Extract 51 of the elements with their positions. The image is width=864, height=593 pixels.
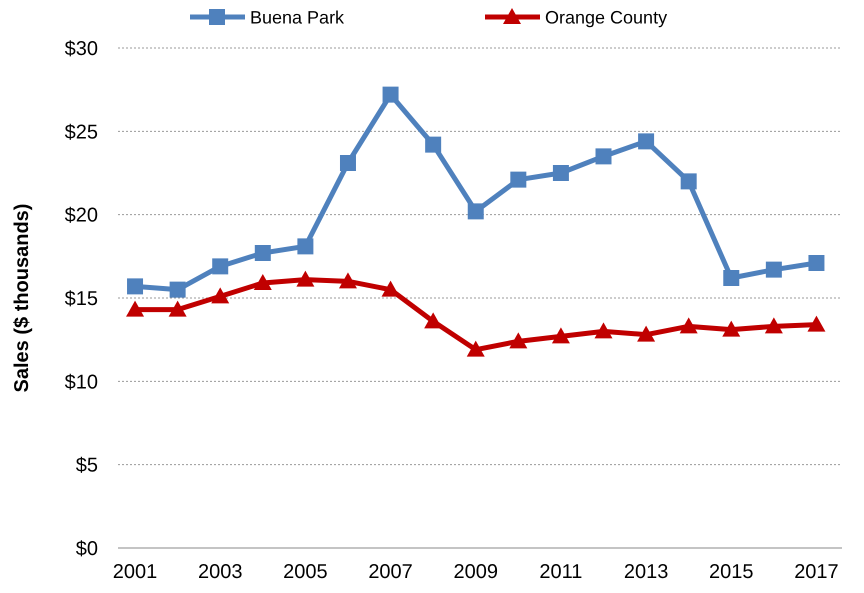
- point: [596, 148, 612, 164]
- x-tick-label: 2007: [368, 561, 413, 583]
- x-tick-label: 2017: [794, 561, 839, 583]
- point: [509, 332, 528, 348]
- point: [212, 258, 228, 274]
- point: [680, 317, 698, 334]
- point: [168, 300, 187, 317]
- y-tick-label: $10: [64, 371, 98, 394]
- y-tick-label: $30: [64, 38, 98, 60]
- y-tick-label: $0: [76, 538, 98, 560]
- point: [638, 133, 654, 150]
- point: [723, 270, 740, 286]
- x-tick-label: 2009: [453, 561, 498, 583]
- point: [126, 300, 144, 317]
- y-tick-label: $5: [76, 454, 98, 477]
- point: [468, 203, 484, 220]
- x-tick-label: 2005: [283, 561, 328, 583]
- y-tick-label: $15: [64, 288, 98, 310]
- point: [425, 136, 442, 153]
- point: [254, 274, 272, 290]
- point: [680, 173, 697, 190]
- point: [296, 270, 314, 287]
- point: [254, 245, 271, 261]
- point: [382, 86, 399, 103]
- point: [552, 327, 570, 344]
- point: [297, 238, 314, 254]
- point: [594, 322, 613, 338]
- point: [637, 326, 656, 342]
- x-tick-label: 2013: [624, 561, 668, 583]
- legend-label: Buena Park: [250, 7, 346, 28]
- point: [127, 278, 144, 294]
- x-tick-label: 2015: [709, 561, 754, 583]
- x-tick-label: 2001: [112, 561, 158, 583]
- point: [807, 316, 826, 332]
- point: [466, 340, 485, 357]
- legend-label: Orange County: [545, 7, 668, 28]
- point: [211, 287, 230, 304]
- y-tick-label: $20: [64, 204, 98, 227]
- point: [510, 172, 526, 188]
- point: [170, 282, 186, 298]
- x-tick-label: 2011: [539, 561, 582, 583]
- point: [764, 317, 783, 334]
- point: [808, 255, 824, 271]
- point: [722, 320, 740, 337]
- y-tick-label: $25: [64, 121, 98, 144]
- point: [340, 155, 356, 171]
- point: [766, 262, 782, 278]
- point: [552, 165, 569, 181]
- y-axis-title: Sales ($ thousands): [11, 204, 33, 392]
- x-tick-label: 2003: [198, 561, 242, 583]
- point: [338, 272, 357, 288]
